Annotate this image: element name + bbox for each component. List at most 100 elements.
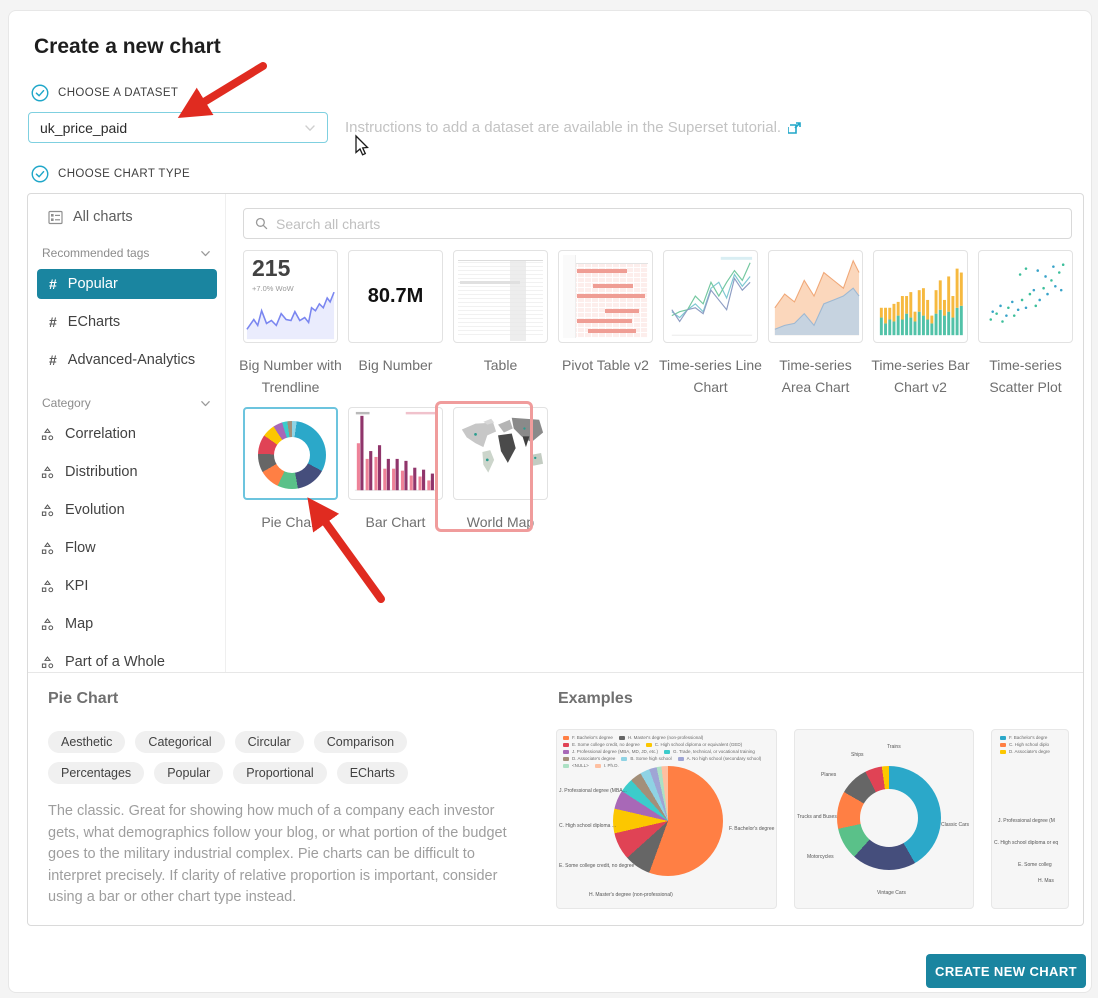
examples-section: Examples F. Bachelor's degree H. Master'… [556, 690, 1083, 926]
example-image-3: F. Bachelor's degre C. High school diplo… [991, 729, 1069, 909]
area-chart-art [774, 259, 860, 336]
bar-chart-v2-art [879, 268, 963, 336]
chart-card-ts-bar[interactable]: Time-series Bar Chart v2 [868, 250, 973, 399]
sidebar-item-advanced-analytics[interactable]: # Advanced-Analytics [37, 345, 217, 375]
chart-card-ts-line[interactable]: Time-series Line Chart [658, 250, 763, 399]
chart-search-box[interactable] [243, 208, 1072, 239]
chart-type-label: Pivot Table v2 [562, 357, 649, 373]
chart-type-label: World Map [466, 514, 535, 530]
chart-type-label: Time-series Line Chart [659, 357, 762, 396]
sidebar-item-evolution[interactable]: Evolution [41, 495, 217, 525]
external-link-icon[interactable] [788, 121, 802, 135]
big-number-thumbnail: 80.7M [348, 250, 443, 343]
chart-card-pie-chart[interactable]: Pie Chart [238, 407, 343, 533]
example-image-2: Trains Ships Planes Trucks and Buses Mot… [794, 729, 974, 909]
category-icon [41, 655, 54, 668]
sidebar-item-label: Part of a Whole [65, 654, 165, 670]
hash-icon: # [49, 314, 57, 330]
table-art [458, 255, 543, 341]
sidebar-item-label: Correlation [65, 426, 136, 442]
tag-pill: Circular [234, 731, 304, 753]
gallery-row-2: Pie Chart [238, 407, 553, 533]
ballot-icon [48, 210, 63, 224]
category-icon [41, 579, 54, 592]
sidebar-item-all-charts[interactable]: All charts [48, 209, 225, 225]
chart-type-gallery: 215 +7.0% WoW Big Number with Trendline … [227, 194, 1084, 672]
sidebar-item-label: Popular [67, 276, 118, 292]
chart-card-big-number-trendline[interactable]: 215 +7.0% WoW Big Number with Trendline [238, 250, 343, 399]
chart-type-step-header: CHOOSE CHART TYPE [31, 165, 190, 183]
gallery-row-1: 215 +7.0% WoW Big Number with Trendline … [238, 250, 1078, 399]
chart-type-label: Bar Chart [365, 514, 426, 530]
chart-details-info: Pie Chart Aesthetic Categorical Circular… [48, 690, 538, 909]
sidebar-item-label: KPI [65, 578, 89, 594]
sidebar-item-echarts[interactable]: # ECharts [37, 307, 217, 337]
group-label: Recommended tags [42, 246, 150, 260]
scatter-plot-art [989, 263, 1065, 323]
tag-pill: Categorical [135, 731, 225, 753]
sidebar-item-distribution[interactable]: Distribution [41, 457, 217, 487]
example-donut-chart [837, 766, 941, 870]
chevron-down-icon [201, 250, 210, 256]
sidebar-item-label: All charts [73, 209, 133, 225]
category-icon [41, 503, 54, 516]
hash-icon: # [49, 276, 57, 292]
sidebar-item-label: ECharts [67, 314, 121, 330]
sidebar-item-map[interactable]: Map [41, 609, 217, 639]
chart-card-world-map[interactable]: World Map [448, 407, 553, 533]
big-number-trendline-thumbnail: 215 +7.0% WoW [243, 250, 338, 343]
dataset-instructions: Instructions to add a dataset are availa… [345, 119, 802, 136]
sidebar-item-label: Map [65, 616, 94, 632]
example-image-1: F. Bachelor's degree H. Master's degree … [556, 729, 777, 909]
tag-pill: Popular [154, 762, 224, 784]
sidebar-item-popular[interactable]: # Popular [37, 269, 217, 299]
sidebar-item-correlation[interactable]: Correlation [41, 419, 217, 449]
page-title: Create a new chart [34, 35, 221, 58]
sidebar-item-label: Evolution [65, 502, 125, 518]
create-new-chart-button[interactable]: CREATE NEW CHART [926, 954, 1086, 988]
pivot-table-thumbnail [558, 250, 653, 343]
chart-card-table[interactable]: Table [448, 250, 553, 399]
world-map-thumbnail [453, 407, 548, 500]
sidebar-item-label: Distribution [65, 464, 138, 480]
sidebar-item-label: Flow [65, 540, 96, 556]
dataset-select-value: uk_price_paid [40, 119, 128, 136]
chart-card-big-number[interactable]: 80.7M Big Number [343, 250, 448, 399]
dataset-select[interactable]: uk_price_paid [28, 112, 328, 143]
tag-pill: ECharts [336, 762, 408, 784]
chart-type-sidebar: All charts Recommended tags # Popular # … [28, 194, 226, 672]
tag-pill: Aesthetic [48, 731, 126, 753]
sidebar-item-kpi[interactable]: KPI [41, 571, 217, 601]
pivot-art [563, 255, 648, 338]
sidebar-group-category[interactable]: Category [42, 396, 211, 410]
chart-card-ts-area[interactable]: Time-series Area Chart [763, 250, 868, 399]
sidebar-group-recommended-tags[interactable]: Recommended tags [42, 246, 211, 260]
chart-details-pane: Pie Chart Aesthetic Categorical Circular… [28, 673, 1083, 926]
tag-pill: Percentages [48, 762, 145, 784]
category-icon [41, 427, 54, 440]
category-icon [41, 465, 54, 478]
trendline-sparkline [246, 291, 335, 340]
ts-scatter-thumbnail [978, 250, 1073, 343]
chart-type-step-label: CHOOSE CHART TYPE [58, 168, 191, 180]
table-thumbnail [453, 250, 548, 343]
chart-card-ts-scatter[interactable]: Time-series Scatter Plot [973, 250, 1078, 399]
search-icon [255, 217, 268, 230]
sidebar-item-flow[interactable]: Flow [41, 533, 217, 563]
ts-area-thumbnail [768, 250, 863, 343]
tag-pill: Comparison [313, 731, 408, 753]
chart-type-label: Pie Chart [261, 514, 320, 530]
example-3-legend: F. Bachelor's degre C. High school diplo… [1000, 735, 1066, 754]
examples-row: F. Bachelor's degree H. Master's degree … [556, 729, 1069, 909]
chart-search-input[interactable] [276, 215, 1060, 232]
chart-type-label: Table [483, 357, 518, 373]
example-1-legend: F. Bachelor's degree H. Master's degree … [563, 735, 774, 768]
chart-card-bar-chart[interactable]: Bar Chart [343, 407, 448, 533]
chart-type-label: Time-series Scatter Plot [989, 357, 1062, 396]
chart-card-pivot-table[interactable]: Pivot Table v2 [553, 250, 658, 399]
line-chart-art [671, 256, 753, 336]
ts-bar-thumbnail [873, 250, 968, 343]
thumb-big-number: 80.7M [367, 285, 424, 307]
sidebar-item-part-of-a-whole[interactable]: Part of a Whole [41, 647, 217, 672]
dataset-instructions-text: Instructions to add a dataset are availa… [345, 119, 782, 136]
